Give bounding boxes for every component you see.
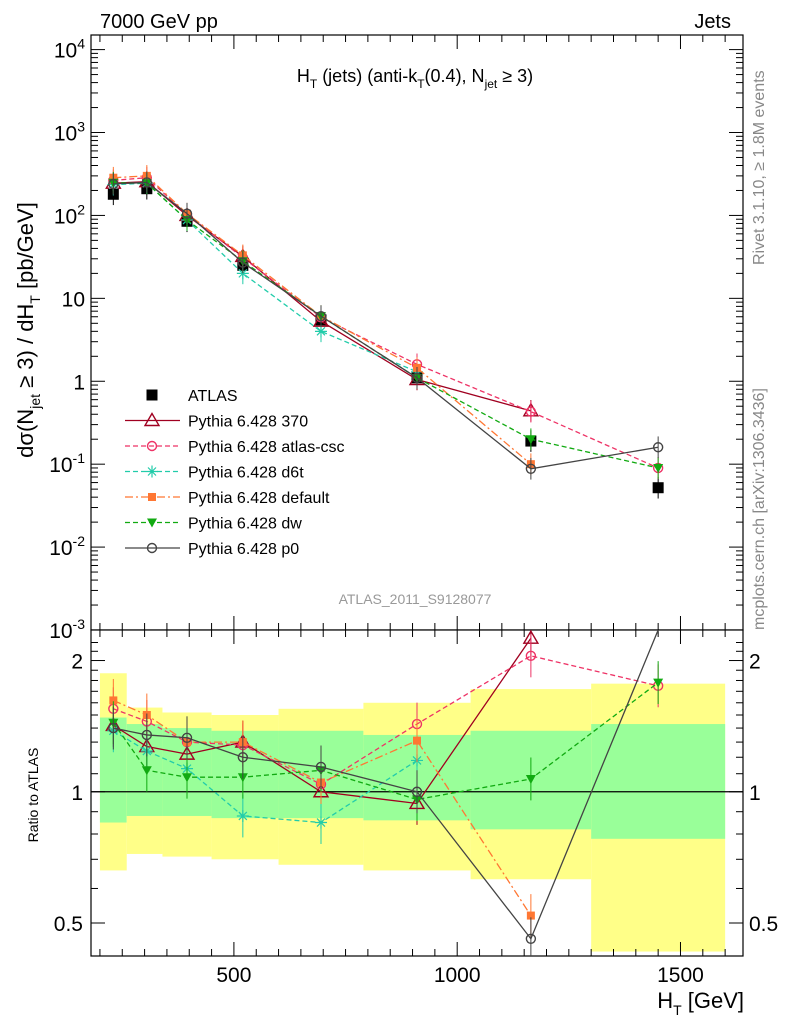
main-plot-frame [90,34,744,631]
ratio-tick-label-right: 1 [749,782,761,805]
ratio-tick-label-right: 0.5 [749,913,778,936]
ratio-tick-label: 0.5 [54,913,83,936]
mcplots-label: mcplots.cern.ch [arXiv:1306.3436] [751,388,768,630]
ratio-line-pydw [112,682,659,801]
data-point-pyp0 [108,178,119,190]
data-point-pyp0 [181,208,193,219]
ratio-band-inner [591,724,726,839]
data-point-pydw [653,463,664,473]
series-line-pyp0 [113,181,659,470]
rivet-label: Rivet 3.1.10, ≥ 1.8M events [751,70,768,265]
ratio-point-pydefault [109,696,118,705]
data-point-pyd6t [314,325,327,338]
legend-label-pycsc: Pythia 6.428 atlas-csc [188,439,345,456]
ratio-point-pyp0 [237,752,249,763]
ratio-point-pyd6t [314,816,327,829]
data-point-pyp0 [141,177,153,188]
ratio-point-pydw [182,773,193,783]
ratio-point-pyp0 [141,729,153,741]
x-tick-label: 500 [216,964,251,987]
ratio-point-pydw [141,766,152,776]
ratio-line-pyd6t [112,730,418,824]
ratio-point-pyp0 [181,732,193,743]
y-tick-label: 10-2 [49,533,85,560]
ratio-point-pyp0 [411,786,423,797]
legend-label-pydefault: Pythia 6.428 default [188,490,330,507]
legend-marker-pyd6t [146,465,158,478]
ratio-axis-title: Ratio to ATLAS [25,748,41,843]
ratio-point-pyp0 [525,933,537,944]
y-tick-label: 10-1 [49,450,85,477]
data-point-pyp0 [525,463,537,474]
legend-label-atlas: ATLAS [188,388,238,405]
ratio-line-pycsc [113,655,659,786]
ratio-tick-label: 1 [71,782,83,805]
legend-label-pydw: Pythia 6.428 dw [188,516,302,533]
ratio-series-pyp0 [108,629,659,956]
data-point-pyp0 [411,372,423,384]
ratio-point-pydefault [526,911,535,920]
series-line-pycsc [113,177,659,469]
main-series [105,165,664,499]
legend-marker-pycsc [146,440,158,452]
ratio-point-pyd6t [236,809,249,822]
plot-title: HT (jets) (anti-kT(0.4), Njet ≥ 3) [297,66,533,91]
data-point-pyp0 [237,257,249,268]
legend-marker-pydw [147,518,157,528]
legend: ATLAS Pythia 6.428 370 Pythia 6.428 atlas-… [125,388,345,558]
legend-label-pyp0: Pythia 6.428 p0 [188,541,299,558]
data-point-pyp0 [315,310,327,322]
ratio-series-pydw [108,661,664,821]
ratio-tick-label: 2 [71,651,83,674]
ratio-point-pydw [525,774,536,784]
ratio-series [105,629,664,956]
y-tick-label: 1 [73,371,85,394]
analysis-id: ATLAS_2011_S9128077 [339,591,492,607]
data-point-pydw [525,435,536,445]
data-point-pyp0 [652,442,664,453]
x-tick-label: 1500 [657,964,704,987]
data-point-pycsc [525,406,537,417]
series-line-pydw [113,182,659,469]
y-tick-label: 104 [54,36,85,63]
y-tick-label: 102 [54,201,85,228]
legend-label-pyd6t: Pythia 6.428 d6t [188,465,304,482]
header-right: Jets [694,11,731,33]
ratio-plot: 2 2 1 1 0.5 0.5 500 1000 1500 [54,629,778,987]
legend-marker-pyp0 [146,542,158,554]
ratio-line-pyp0 [113,629,659,941]
ratio-tick-label-right: 2 [749,651,761,674]
legend-marker-py370 [143,412,161,427]
ratio-point-pyp0 [315,761,327,773]
legend-label-py370: Pythia 6.428 370 [188,414,308,431]
legend-marker-pydefault [148,493,156,501]
ratio-point-pycsc [525,650,537,662]
legend-marker-atlas [146,389,158,401]
y-axis-title: dσ(Njet ≥ 3) / dHT [pb/GeV] [13,202,43,458]
series-pyp0 [108,171,664,480]
y-tick-label: 103 [54,119,85,146]
header-left: 7000 GeV pp [100,11,218,33]
ratio-point-pydw [653,678,664,688]
ratio-point-pydefault [413,736,421,745]
y-tick-label: 10 [62,288,85,311]
x-axis-title: HT [GeV] [657,988,744,1018]
ratio-ticks: 2 2 1 1 0.5 0.5 500 1000 1500 [54,630,778,987]
ratio-point-pyp0 [108,722,119,734]
data-point-atlas [652,482,664,494]
ratio-bands [91,673,743,952]
y-tick-label: 10-3 [49,616,85,643]
x-tick-label: 1000 [434,964,481,987]
